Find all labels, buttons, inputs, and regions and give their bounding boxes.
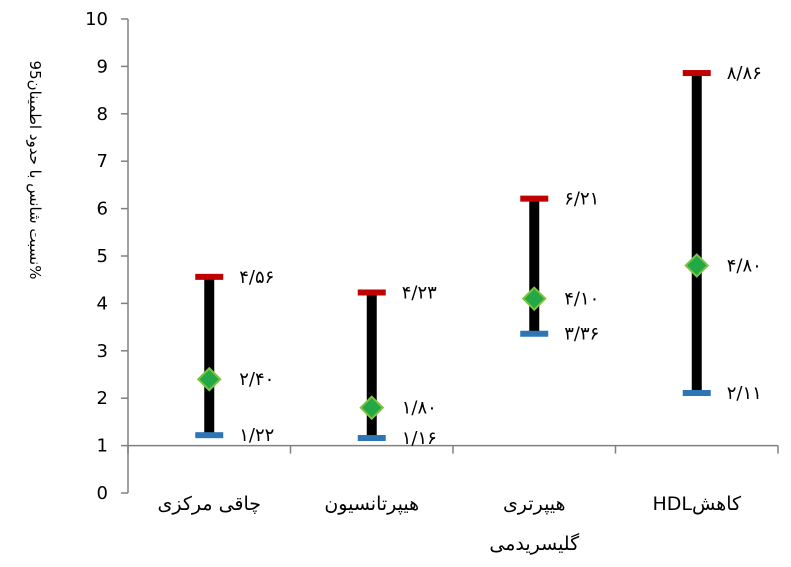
upper-bound-cap — [195, 273, 224, 280]
y-tick-label: 5 — [97, 246, 108, 267]
y-tick-label: 10 — [85, 9, 108, 30]
lower-bound-cap — [682, 389, 711, 396]
odds-ratio-point — [684, 253, 710, 278]
upper-bound-cap — [357, 289, 386, 296]
upper-bound-label: ۴/۲۳ — [402, 282, 437, 303]
y-tick-label: 6 — [97, 199, 108, 220]
y-tick-label: 7 — [97, 151, 108, 172]
category-label: گلیسریدمی — [489, 532, 580, 555]
category-label: چاقی مرکزی — [157, 493, 261, 515]
y-tick-label: 2 — [97, 388, 108, 409]
upper-bound-cap — [682, 70, 711, 77]
category-labels: چاقی مرکزی هیپرتانسیون هیپرتری گلیسریدمی HDL… — [157, 493, 742, 555]
lower-bound-label: ۲/۱۱ — [727, 383, 762, 404]
error-bars — [195, 70, 711, 442]
y-tick-label: 1 — [97, 436, 108, 457]
lower-bound-cap — [357, 435, 386, 442]
x-axis-ticks — [127, 445, 779, 454]
y-tick-label: 0 — [97, 483, 108, 504]
point-estimate-label: ۴/۸۰ — [727, 255, 762, 276]
y-tick-label: 9 — [97, 56, 108, 77]
y-tick-label: 8 — [97, 104, 108, 125]
y-axis-title: نسبت شانس با حدود اطمینان95% — [26, 61, 44, 280]
lower-bound-label: ۱/۱۶ — [402, 428, 437, 449]
lower-bound-cap — [520, 330, 549, 337]
lower-bound-cap — [195, 432, 224, 439]
point-estimate-label: ۴/۱۰ — [564, 289, 599, 310]
category-label: هیپرتانسیون — [324, 493, 419, 515]
upper-bound-label: ۴/۵۶ — [239, 267, 274, 288]
category-label: HDLکاهش — [652, 493, 742, 515]
odds-ratio-point — [521, 286, 547, 312]
category-label: هیپرتری — [503, 493, 566, 515]
y-axis-ticks: 0 1 2 3 4 5 6 7 8 9 10 — [85, 9, 128, 504]
odds-ratio-point — [196, 366, 222, 392]
upper-bound-cap — [520, 195, 549, 202]
y-tick-label: 4 — [97, 293, 108, 314]
lower-bound-label: ۳/۳۶ — [564, 324, 599, 345]
point-estimate-label: ۲/۴۰ — [239, 369, 274, 390]
data-labels: ۴/۵۶ ۲/۴۰ ۱/۲۲ ۴/۲۳ ۱/۸۰ ۱/۱۶ ۶/۲۱ ۴/۱۰ ۳/۳۶ ۸/۸۶… — [239, 63, 762, 449]
upper-bound-label: ۸/۸۶ — [727, 63, 762, 84]
odds-ratio-point — [359, 395, 385, 421]
lower-bound-label: ۱/۲۲ — [239, 425, 274, 446]
point-estimate-label: ۱/۸۰ — [402, 398, 437, 419]
y-tick-label: 3 — [97, 341, 108, 362]
upper-bound-label: ۶/۲۱ — [564, 189, 599, 210]
